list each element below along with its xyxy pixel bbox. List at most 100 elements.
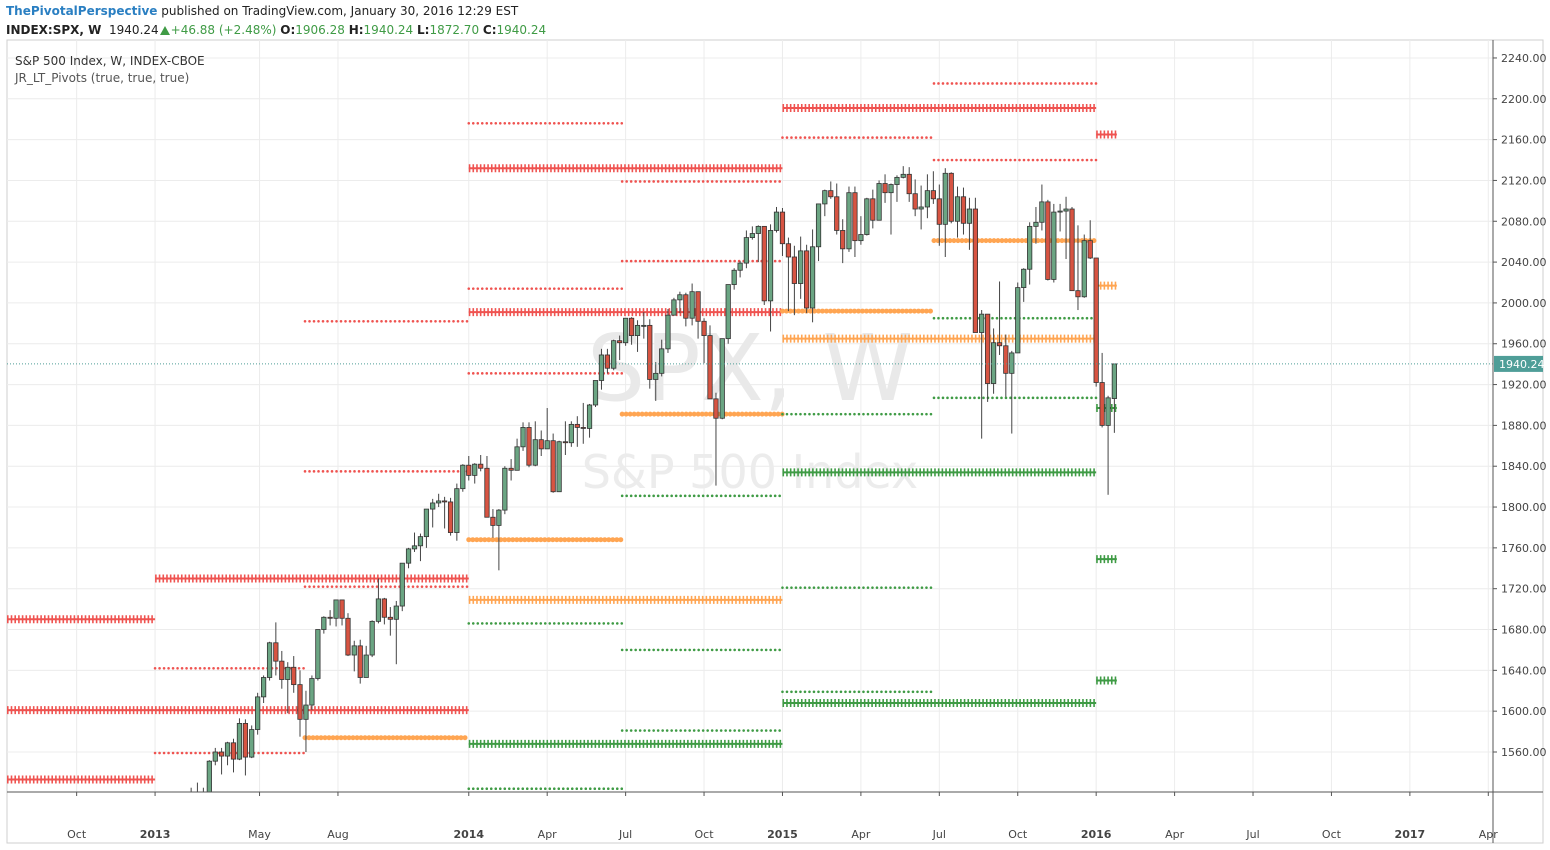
candle-body bbox=[460, 464, 466, 490]
candle-body bbox=[671, 299, 677, 316]
candle-body bbox=[405, 548, 412, 564]
candle-body bbox=[1003, 345, 1009, 374]
x-tick-label: 2016 bbox=[1081, 828, 1112, 841]
x-tick-label: 2014 bbox=[453, 828, 484, 841]
candle-body bbox=[478, 463, 484, 469]
y-tick-label: 1560.00 bbox=[1501, 746, 1547, 759]
change: +46.88 (+2.48%) bbox=[170, 23, 277, 37]
y-tick-label: 1880.00 bbox=[1501, 419, 1547, 432]
header: ThePivotalPerspective published on Tradi… bbox=[6, 2, 546, 40]
candle-body bbox=[815, 203, 822, 248]
y-tick-label: 2200.00 bbox=[1501, 93, 1547, 106]
candle-body bbox=[201, 795, 205, 798]
candle-body bbox=[791, 256, 797, 284]
author[interactable]: ThePivotalPerspective bbox=[6, 4, 158, 18]
candle-body bbox=[743, 237, 749, 264]
y-tick-label: 2040.00 bbox=[1501, 256, 1547, 269]
candle-body bbox=[592, 380, 599, 406]
candle-body bbox=[291, 666, 297, 686]
published: published on TradingView.com, January 30… bbox=[161, 4, 519, 18]
candle-body bbox=[996, 342, 1003, 347]
candle-body bbox=[846, 192, 852, 250]
x-tick-label: Jul bbox=[1245, 828, 1259, 841]
candle-body bbox=[255, 696, 261, 730]
legend-title: S&P 500 Index, W, INDEX-CBOE bbox=[15, 54, 205, 68]
candle-body bbox=[224, 742, 231, 757]
candle-body bbox=[369, 620, 375, 656]
candle-body bbox=[550, 440, 556, 493]
candle-body bbox=[828, 190, 834, 198]
candle-body bbox=[773, 211, 780, 231]
candle-body bbox=[713, 398, 719, 419]
candle-body bbox=[321, 616, 327, 630]
close-value: 1940.24 bbox=[496, 23, 547, 37]
candle-body bbox=[882, 183, 888, 194]
candle-body bbox=[411, 545, 418, 550]
candle-body bbox=[206, 760, 212, 792]
candle-body bbox=[375, 598, 382, 622]
candle-body bbox=[538, 439, 544, 450]
y-tick-label: 2160.00 bbox=[1501, 134, 1547, 147]
candle-body bbox=[1111, 363, 1117, 399]
candle-body bbox=[532, 439, 538, 466]
candle-body bbox=[852, 192, 858, 242]
y-tick-label: 1680.00 bbox=[1501, 624, 1547, 637]
candle-body bbox=[1045, 201, 1051, 280]
y-tick-label: 2240.00 bbox=[1501, 52, 1547, 65]
candle-body bbox=[653, 372, 659, 380]
y-tick-label: 1640.00 bbox=[1501, 664, 1547, 677]
low-value: 1872.70 bbox=[429, 23, 480, 37]
candle-body bbox=[876, 183, 882, 221]
x-tick-label: Jul bbox=[618, 828, 632, 841]
candle-body bbox=[822, 190, 828, 205]
candle-body bbox=[436, 500, 442, 504]
candle-body bbox=[924, 190, 930, 208]
frame bbox=[6, 39, 1544, 844]
y-tick-label: 1760.00 bbox=[1501, 542, 1547, 555]
candle-body bbox=[339, 599, 345, 619]
candle-body bbox=[1033, 221, 1039, 227]
candle-body bbox=[423, 508, 430, 538]
publish-line: ThePivotalPerspective published on Tradi… bbox=[6, 2, 546, 21]
candle-body bbox=[755, 225, 761, 234]
candle-body bbox=[242, 723, 249, 758]
candle-body bbox=[568, 423, 574, 444]
candle-body bbox=[804, 250, 810, 309]
candle-body bbox=[1039, 201, 1045, 223]
candle-body bbox=[906, 173, 912, 195]
indicator-label: JR_LT_Pivots (true, true, true) bbox=[14, 71, 189, 85]
candle-body bbox=[677, 294, 683, 301]
price-label: 1940.24 bbox=[1499, 358, 1545, 371]
candle-body bbox=[520, 427, 526, 448]
candle-body bbox=[562, 441, 568, 444]
candle-body bbox=[363, 654, 369, 678]
candle-body bbox=[399, 562, 405, 607]
close-label: C: bbox=[482, 23, 497, 37]
candle-body bbox=[840, 230, 846, 250]
candle-body bbox=[623, 317, 629, 344]
candle-body bbox=[574, 423, 580, 428]
high-value: 1940.24 bbox=[363, 23, 414, 37]
x-tick-label: Apr bbox=[538, 828, 558, 841]
candle-body bbox=[767, 230, 774, 302]
y-tick-label: 1600.00 bbox=[1501, 705, 1547, 718]
candle-body bbox=[195, 794, 199, 798]
candle-body bbox=[659, 348, 665, 374]
candle-body bbox=[1009, 352, 1015, 374]
candle-body bbox=[611, 340, 617, 369]
candle-body bbox=[936, 198, 942, 225]
x-tick-label: Oct bbox=[1008, 828, 1028, 841]
candle-body bbox=[496, 509, 502, 526]
candle-body bbox=[508, 467, 514, 471]
x-tick-label: 2013 bbox=[140, 828, 171, 841]
candle-body bbox=[858, 234, 864, 242]
candle-body bbox=[381, 598, 387, 618]
candle-body bbox=[864, 198, 870, 235]
candle-body bbox=[683, 294, 689, 319]
candle-body bbox=[990, 342, 997, 384]
x-tick-label: Aug bbox=[327, 828, 348, 841]
candle-body bbox=[737, 262, 743, 271]
candle-body bbox=[333, 599, 339, 619]
candle-body bbox=[1021, 268, 1027, 289]
candle-body bbox=[749, 233, 755, 238]
